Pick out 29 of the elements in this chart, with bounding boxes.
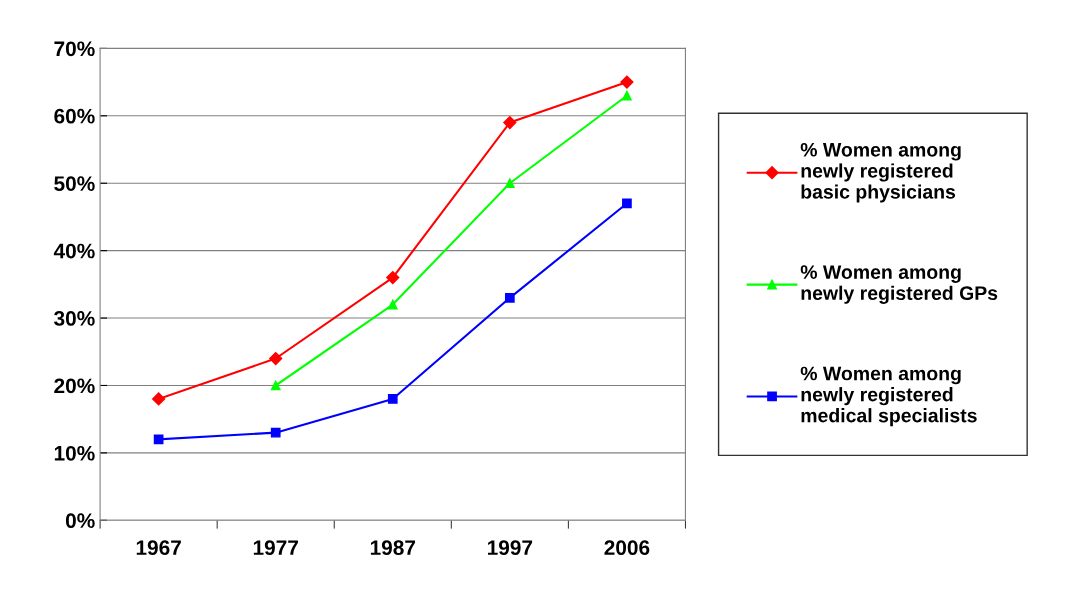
x-tick-label: 1987: [370, 540, 416, 556]
x-tick-label: 1997: [487, 540, 533, 556]
legend-label: % Women among newly registered GPs: [800, 265, 998, 304]
y-tick-label: 30%: [54, 311, 95, 326]
y-tick-label: 20%: [54, 378, 95, 394]
y-tick-label: 40%: [53, 243, 95, 259]
point: [152, 392, 166, 406]
y-tick-label: 50%: [54, 176, 95, 191]
point: [620, 75, 634, 89]
point: [622, 198, 632, 209]
y-tick-label: 70%: [54, 41, 95, 57]
point: [270, 380, 281, 391]
point: [269, 351, 283, 366]
legend-label: % Women among newly registered basic physicians: [800, 142, 961, 203]
point: [386, 271, 400, 285]
x-tick-label: 2006: [604, 540, 650, 556]
point: [504, 292, 515, 303]
point: [270, 427, 281, 438]
point: [387, 299, 398, 310]
y-tick-label: 60%: [54, 108, 95, 124]
y-tick-label: 0%: [65, 513, 95, 529]
legend-label: % Women among newly registered medical specialists: [800, 366, 977, 427]
point: [504, 178, 515, 189]
point: [622, 90, 632, 101]
point: [503, 115, 517, 130]
x-tick-label: 1977: [253, 540, 298, 556]
x-tick-label: 1967: [136, 540, 181, 556]
y-tick-label: 10%: [54, 445, 95, 461]
point: [387, 394, 398, 404]
